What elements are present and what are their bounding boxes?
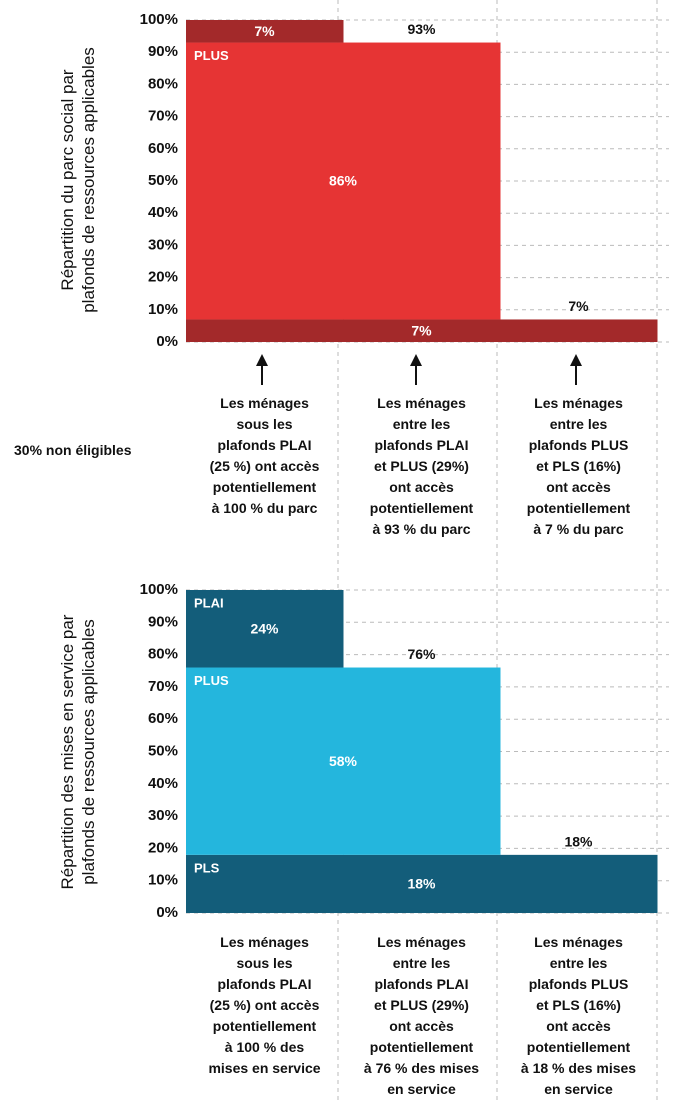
column-caption: Les ménages entre les plafonds PLAI et P…	[369, 395, 474, 537]
arrow-head	[570, 354, 582, 366]
bar-segment	[343, 854, 501, 913]
arrows	[256, 354, 582, 385]
y-tick-label: 70%	[148, 678, 178, 695]
bar-segment	[186, 319, 344, 342]
value-label: 7%	[254, 23, 275, 39]
column-caption: Les ménages sous les plafonds PLAI (25 %…	[209, 395, 320, 516]
y-tick-label: 100%	[140, 11, 178, 28]
total-label: 7%	[568, 298, 589, 314]
y-tick-label: 60%	[148, 140, 178, 157]
bar-segment	[186, 854, 344, 913]
y-tick-label: 60%	[148, 710, 178, 727]
y-axis-label: Répartition des mises en service par pla…	[58, 614, 98, 890]
y-tick-label: 0%	[156, 904, 178, 921]
bar-segment	[500, 319, 658, 342]
column-caption: Les ménages entre les plafonds PLUS et P…	[526, 395, 631, 537]
y-tick-label: 10%	[148, 301, 178, 318]
y-tick-label: 0%	[156, 333, 178, 350]
series-label: PLAI	[194, 0, 224, 8]
y-tick-label: 90%	[148, 613, 178, 630]
series-label: PLUS	[194, 673, 229, 688]
value-label: 7%	[411, 322, 432, 338]
y-tick-label: 90%	[148, 43, 178, 60]
y-tick-label: 70%	[148, 108, 178, 125]
column-caption: Les ménages entre les plafonds PLAI et P…	[363, 934, 480, 1097]
y-tick-label: 30%	[148, 236, 178, 253]
value-label: 24%	[250, 620, 279, 636]
total-label: 18%	[564, 834, 593, 850]
bar-segment	[343, 319, 501, 342]
series-label: PLUS	[194, 48, 229, 63]
bar-segment	[186, 20, 344, 43]
bar-segment	[186, 590, 344, 668]
y-tick-label: 40%	[148, 775, 178, 792]
series-label: PLS	[194, 860, 220, 875]
y-tick-label: 50%	[148, 742, 178, 759]
arrow-head	[256, 354, 268, 366]
y-tick-label: 80%	[148, 75, 178, 92]
y-tick-label: 40%	[148, 204, 178, 221]
y-tick-label: 20%	[148, 269, 178, 286]
bar-segment	[500, 854, 658, 913]
bar-segment	[186, 42, 344, 320]
value-label: 18%	[407, 876, 436, 892]
y-tick-label: 100%	[140, 581, 178, 598]
y-tick-label: 30%	[148, 807, 178, 824]
y-axis-label: Répartition du parc social par plafonds …	[58, 47, 98, 313]
y-tick-label: 10%	[148, 872, 178, 889]
bar-segment	[343, 42, 501, 320]
bar-segment	[343, 667, 501, 855]
arrow-head	[410, 354, 422, 366]
series-label: PLAI	[194, 595, 224, 610]
annotation: 30% non éligibles	[14, 442, 132, 458]
bar-segment	[186, 667, 344, 855]
value-label: 86%	[329, 173, 358, 189]
y-tick-label: 50%	[148, 172, 178, 189]
total-label: 76%	[407, 646, 436, 662]
value-label: 58%	[329, 753, 358, 769]
y-tick-label: 80%	[148, 646, 178, 663]
column-caption: Les ménages sous les plafonds PLAI (25 %…	[208, 934, 321, 1076]
total-label: 93%	[407, 21, 436, 37]
y-tick-label: 20%	[148, 839, 178, 856]
column-caption: Les ménages entre les plafonds PLUS et P…	[520, 934, 637, 1097]
plot-layer: 0% 10% 20% 30% 40% 50% 60% 70% 80% 90% 100% PLS 7% PL…	[140, 0, 669, 921]
